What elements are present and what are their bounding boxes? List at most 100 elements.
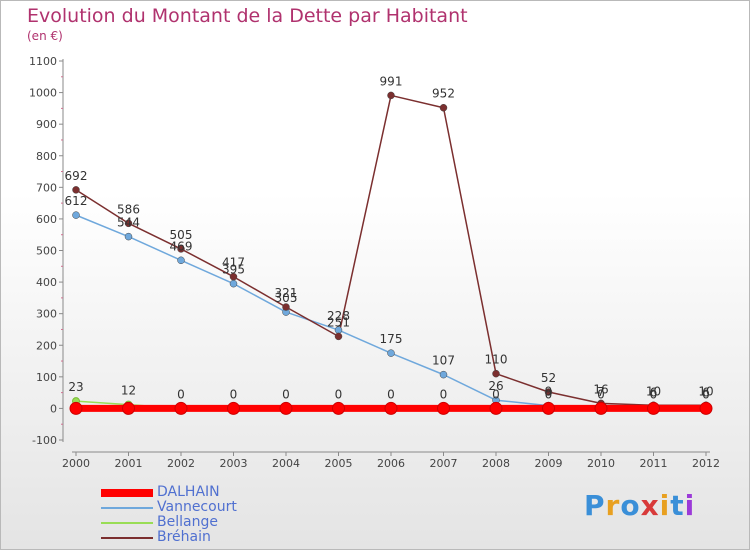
legend-swatch <box>101 489 153 497</box>
data-label: 0 <box>387 387 395 401</box>
data-label: 10 <box>698 384 713 398</box>
logo-letter: P <box>584 489 606 522</box>
data-point <box>69 401 83 415</box>
data-point <box>334 332 343 341</box>
x-tick-label: 2005 <box>325 457 353 470</box>
data-label: 0 <box>545 387 553 401</box>
data-point <box>227 401 240 415</box>
data-label: 0 <box>702 387 710 401</box>
y-tick-label: 300 <box>36 308 57 321</box>
data-label: 175 <box>380 332 403 346</box>
data-label: 0 <box>230 387 238 401</box>
data-point <box>492 369 500 378</box>
data-point <box>387 91 395 100</box>
data-label: 0 <box>440 387 448 401</box>
x-tick-label: 2008 <box>482 457 510 470</box>
y-tick-label: 800 <box>36 150 57 163</box>
x-tick-label: 2000 <box>62 457 90 470</box>
legend-label: Bréhain <box>157 529 211 545</box>
data-label: 0 <box>335 387 343 401</box>
data-label: 544 <box>117 216 140 230</box>
y-tick-label: 500 <box>36 245 57 258</box>
data-label: 417 <box>222 256 245 270</box>
data-point <box>647 401 660 415</box>
x-tick-label: 2010 <box>587 457 615 470</box>
data-label: 107 <box>432 354 455 368</box>
data-label: 16 <box>593 382 608 396</box>
data-point <box>437 401 450 415</box>
data-label: 110 <box>485 353 508 367</box>
legend-label: DALHAIN <box>157 484 220 500</box>
data-point <box>439 103 448 112</box>
data-label: 251 <box>327 315 350 329</box>
logo-letter: t <box>670 489 685 522</box>
x-tick-label: 2002 <box>167 457 195 470</box>
logo-letter: o <box>620 489 641 522</box>
y-tick-label: 200 <box>36 339 57 352</box>
x-tick-label: 2009 <box>535 457 563 470</box>
data-point <box>72 186 80 194</box>
unit-label: (en €) <box>27 29 63 43</box>
y-tick-label: 1100 <box>29 55 57 68</box>
legend-swatch <box>101 507 153 509</box>
data-point <box>124 219 133 228</box>
y-tick-label: 600 <box>36 213 57 226</box>
chart-title: Evolution du Montant de la Dette par Hab… <box>27 5 468 27</box>
data-label: 12 <box>121 384 136 398</box>
y-tick-label: 100 <box>36 371 57 384</box>
data-label: 6 <box>702 386 710 400</box>
data-point <box>542 401 555 415</box>
data-label: 505 <box>170 228 193 242</box>
data-point <box>282 303 290 311</box>
data-label: 395 <box>222 263 245 277</box>
data-label: 6 <box>650 386 658 400</box>
y-tick-label: 1000 <box>29 87 57 100</box>
data-point <box>177 256 185 265</box>
data-label: 692 <box>65 169 88 183</box>
y-tick-label: 400 <box>36 276 57 289</box>
data-label: 321 <box>275 286 298 300</box>
data-point <box>122 401 135 415</box>
data-label: 23 <box>68 380 83 394</box>
data-point <box>387 349 395 357</box>
data-label: 26 <box>488 379 503 393</box>
y-tick-label: 0 <box>50 402 57 415</box>
x-tick-label: 2003 <box>220 457 248 470</box>
data-point <box>384 401 398 415</box>
data-point <box>594 401 608 415</box>
legend-label: Vannecourt <box>157 499 237 515</box>
data-point <box>174 401 188 415</box>
data-label: 991 <box>380 74 403 88</box>
data-point <box>439 370 448 379</box>
data-point <box>279 401 293 415</box>
data-label: 612 <box>65 194 88 208</box>
y-tick-label: 700 <box>36 181 57 194</box>
data-point <box>229 272 238 281</box>
data-label: 305 <box>275 291 298 305</box>
data-label: 0 <box>492 387 500 401</box>
x-tick-label: 2004 <box>272 457 300 470</box>
data-label: 952 <box>432 87 455 101</box>
data-point <box>699 401 713 415</box>
data-label: 10 <box>646 384 661 398</box>
data-label: 0 <box>650 387 658 401</box>
x-tick-label: 2007 <box>430 457 458 470</box>
proxiti-logo: Proxiti <box>584 489 695 522</box>
x-tick-label: 2001 <box>115 457 143 470</box>
legend-label: Bellange <box>157 514 218 530</box>
data-label: 52 <box>541 371 556 385</box>
data-label: 0 <box>597 387 605 401</box>
data-label: 0 <box>282 387 290 401</box>
x-tick-label: 2012 <box>692 457 720 470</box>
logo-letter: r <box>605 489 621 522</box>
data-label: 586 <box>117 202 140 216</box>
data-point <box>332 401 345 415</box>
data-point <box>544 388 553 396</box>
data-point <box>72 211 80 219</box>
data-label: 469 <box>170 239 193 253</box>
logo-letter: i <box>659 489 671 522</box>
data-point <box>229 279 238 288</box>
logo-letter: x <box>640 489 660 522</box>
